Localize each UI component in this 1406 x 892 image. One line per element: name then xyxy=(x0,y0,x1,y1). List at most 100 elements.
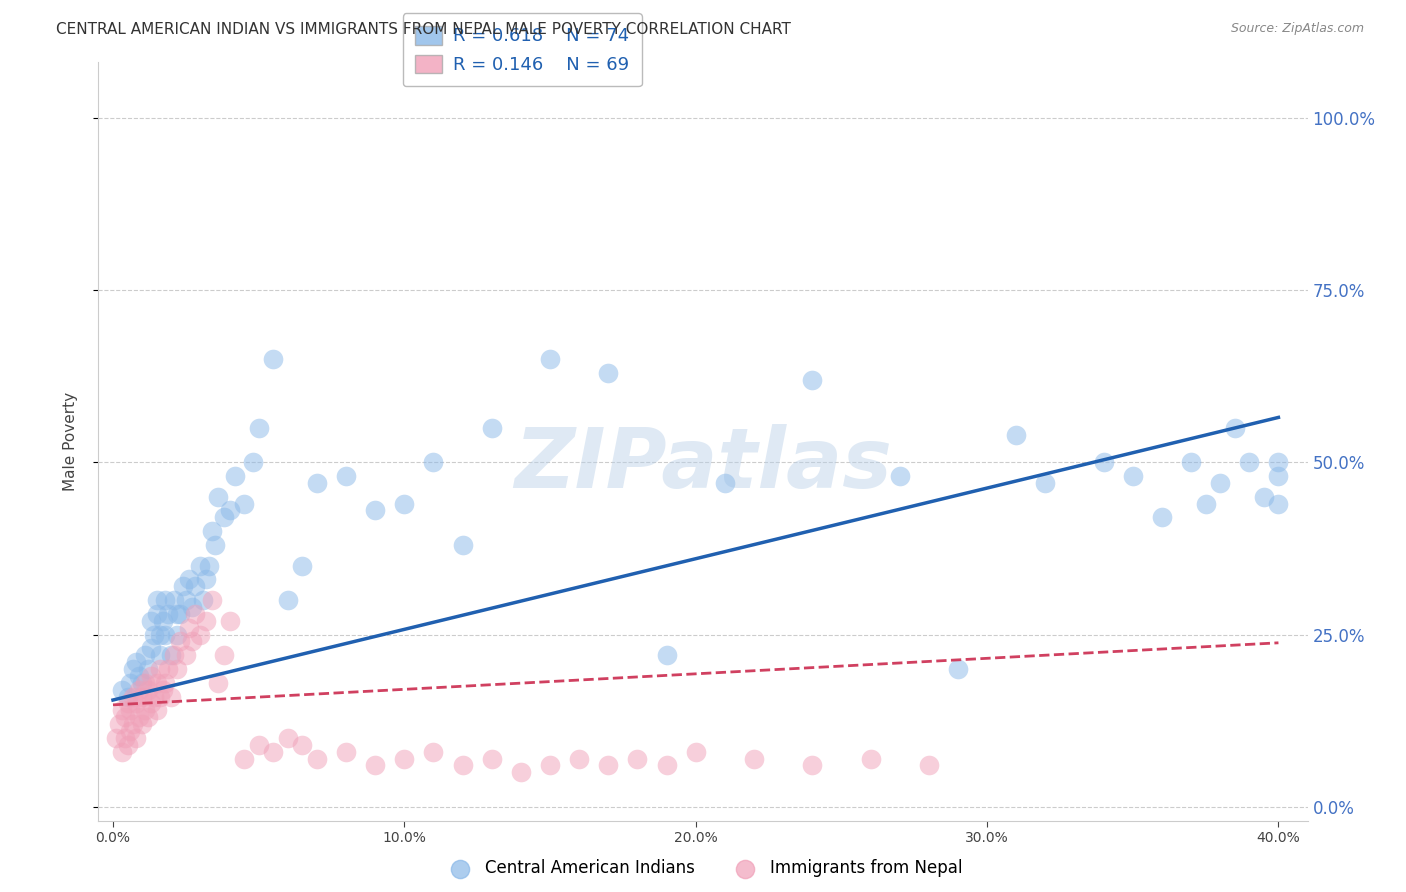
Point xyxy=(889,469,911,483)
Point xyxy=(335,745,357,759)
Point xyxy=(160,690,183,704)
Point xyxy=(207,675,229,690)
Point xyxy=(742,751,765,765)
Point xyxy=(247,421,270,435)
Point xyxy=(117,697,139,711)
Point xyxy=(172,579,194,593)
Point xyxy=(139,614,162,628)
Point xyxy=(1253,490,1275,504)
Point xyxy=(1033,475,1056,490)
Point xyxy=(142,627,165,641)
Text: Source: ZipAtlas.com: Source: ZipAtlas.com xyxy=(1230,22,1364,36)
Point xyxy=(149,662,172,676)
Point xyxy=(291,558,314,573)
Point xyxy=(538,758,561,772)
Point xyxy=(305,475,328,490)
Point xyxy=(233,751,256,765)
Point xyxy=(169,634,191,648)
Point xyxy=(174,593,197,607)
Point xyxy=(139,697,162,711)
Point xyxy=(685,745,707,759)
Point xyxy=(451,758,474,772)
Point xyxy=(626,751,648,765)
Point xyxy=(120,724,142,739)
Point xyxy=(1150,510,1173,524)
Point xyxy=(125,731,148,745)
Point xyxy=(160,648,183,663)
Point xyxy=(1194,497,1216,511)
Point xyxy=(335,469,357,483)
Point xyxy=(568,751,591,765)
Text: CENTRAL AMERICAN INDIAN VS IMMIGRANTS FROM NEPAL MALE POVERTY CORRELATION CHART: CENTRAL AMERICAN INDIAN VS IMMIGRANTS FR… xyxy=(56,22,792,37)
Point xyxy=(108,717,131,731)
Point xyxy=(111,682,134,697)
Point xyxy=(714,475,737,490)
Point xyxy=(233,497,256,511)
Point xyxy=(183,579,205,593)
Point xyxy=(918,758,941,772)
Point xyxy=(1239,455,1261,469)
Point xyxy=(155,627,177,641)
Point xyxy=(1209,475,1232,490)
Point xyxy=(163,648,186,663)
Point xyxy=(180,599,202,614)
Point xyxy=(136,662,159,676)
Point xyxy=(190,627,212,641)
Point xyxy=(149,648,172,663)
Point xyxy=(128,682,150,697)
Point xyxy=(277,593,299,607)
Point xyxy=(394,751,416,765)
Point xyxy=(128,669,150,683)
Point xyxy=(1267,455,1289,469)
Point xyxy=(131,717,153,731)
Point xyxy=(190,558,212,573)
Point xyxy=(180,634,202,648)
Point xyxy=(111,703,134,717)
Point xyxy=(193,593,215,607)
Point xyxy=(122,662,145,676)
Point xyxy=(125,697,148,711)
Point xyxy=(145,593,167,607)
Point xyxy=(1005,427,1028,442)
Point xyxy=(128,710,150,724)
Point xyxy=(149,627,172,641)
Point xyxy=(422,745,444,759)
Point xyxy=(139,641,162,656)
Point xyxy=(145,607,167,621)
Point xyxy=(655,648,678,663)
Point xyxy=(134,703,156,717)
Point xyxy=(163,593,186,607)
Point xyxy=(136,710,159,724)
Point xyxy=(262,745,284,759)
Point xyxy=(277,731,299,745)
Point xyxy=(157,662,180,676)
Point xyxy=(305,751,328,765)
Point xyxy=(166,607,188,621)
Point xyxy=(212,510,235,524)
Point xyxy=(1122,469,1144,483)
Point xyxy=(451,538,474,552)
Point xyxy=(481,421,503,435)
Point xyxy=(538,351,561,366)
Point xyxy=(177,621,200,635)
Point xyxy=(801,758,824,772)
Point xyxy=(145,703,167,717)
Legend: Central American Indians, Immigrants from Nepal: Central American Indians, Immigrants fro… xyxy=(437,853,969,884)
Point xyxy=(139,669,162,683)
Point xyxy=(801,372,824,386)
Point xyxy=(142,690,165,704)
Point xyxy=(174,648,197,663)
Point xyxy=(1223,421,1246,435)
Point xyxy=(104,731,127,745)
Point xyxy=(212,648,235,663)
Point xyxy=(364,503,387,517)
Point xyxy=(509,765,531,780)
Point xyxy=(1267,497,1289,511)
Point xyxy=(655,758,678,772)
Point xyxy=(166,662,188,676)
Point xyxy=(120,703,142,717)
Point xyxy=(201,593,224,607)
Point xyxy=(946,662,969,676)
Point xyxy=(598,758,620,772)
Point xyxy=(155,593,177,607)
